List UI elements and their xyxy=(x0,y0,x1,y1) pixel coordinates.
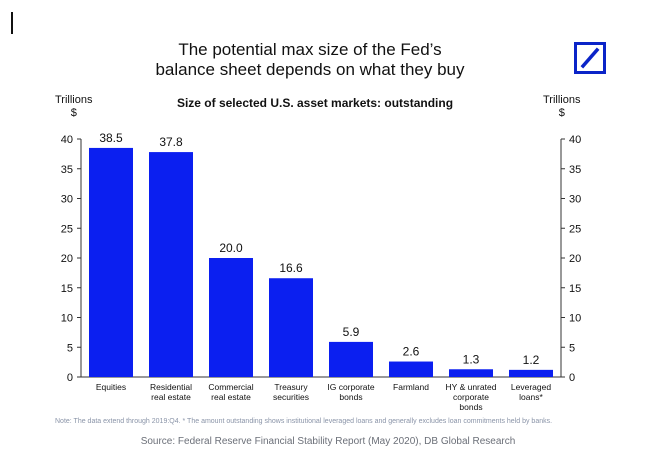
left-y-tick-label: 20 xyxy=(61,253,73,265)
left-axis-unit-line-1: Trillions xyxy=(55,94,93,106)
right-y-tick-label: 20 xyxy=(569,253,581,265)
category-label: securities xyxy=(273,392,309,402)
category-label: Leveraged xyxy=(511,382,551,392)
right-y-tick-label: 5 xyxy=(569,342,575,354)
bar-value-label: 5.9 xyxy=(343,325,360,339)
left-y-tick-label: 10 xyxy=(61,313,73,325)
main-title: The potential max size of the Fed’s bala… xyxy=(95,40,525,80)
right-y-tick-label: 40 xyxy=(569,134,581,146)
category-label: corporate xyxy=(453,392,489,402)
right-axis-unit: Trillions $ xyxy=(543,94,581,120)
left-y-tick-label: 40 xyxy=(61,134,73,146)
bar-value-label: 38.5 xyxy=(99,131,123,145)
category-label: real estate xyxy=(211,392,251,402)
category-label: loans* xyxy=(519,392,543,402)
bar-value-label: 16.6 xyxy=(279,261,303,275)
category-label: IG corporate xyxy=(327,382,375,392)
bar xyxy=(209,258,253,377)
bar xyxy=(89,147,133,377)
left-y-tick-label: 35 xyxy=(61,164,73,176)
bar-value-label: 1.3 xyxy=(463,352,480,366)
bar-value-label: 20.0 xyxy=(219,241,243,255)
bar xyxy=(509,369,553,377)
bar xyxy=(269,278,313,377)
category-label: real estate xyxy=(151,392,191,402)
main-title-line-2: balance sheet depends on what they buy xyxy=(155,60,465,79)
category-label: Treasury xyxy=(274,382,308,392)
deutsche-bank-logo-icon xyxy=(574,42,606,74)
bar xyxy=(329,341,373,377)
left-axis-unit: Trillions $ xyxy=(55,94,93,120)
bar-value-label: 1.2 xyxy=(523,353,540,367)
right-y-tick-label: 0 xyxy=(569,372,575,384)
category-label: Commercial xyxy=(208,382,253,392)
right-axis-unit-line-2: $ xyxy=(558,107,565,119)
footnote: Note: The data extend through 2019:Q4. *… xyxy=(55,418,553,425)
bar xyxy=(149,152,193,377)
left-y-tick-label: 0 xyxy=(67,372,73,384)
left-y-tick-label: 25 xyxy=(61,223,73,235)
right-axis-unit-line-1: Trillions xyxy=(543,94,581,106)
category-label: Residential xyxy=(150,382,192,392)
left-y-tick-label: 5 xyxy=(67,342,73,354)
category-label: HY & unrated xyxy=(446,382,497,392)
right-y-tick-label: 25 xyxy=(569,223,581,235)
bar xyxy=(389,361,433,377)
main-title-line-1: The potential max size of the Fed’s xyxy=(178,40,442,59)
bar-value-label: 2.6 xyxy=(403,345,420,359)
left-y-tick-label: 15 xyxy=(61,283,73,295)
bar xyxy=(449,369,493,377)
bar-value-label: 37.8 xyxy=(159,135,183,149)
chart-subtitle: Size of selected U.S. asset markets: out… xyxy=(176,96,454,110)
logo-slash-icon xyxy=(580,47,600,69)
category-label: bonds xyxy=(339,392,362,402)
category-label: Farmland xyxy=(393,382,429,392)
text-cursor-mark xyxy=(11,12,13,34)
source-line: Source: Federal Reserve Financial Stabil… xyxy=(140,436,516,447)
right-y-tick-label: 35 xyxy=(569,164,581,176)
left-y-tick-label: 30 xyxy=(61,194,73,206)
category-label: bonds xyxy=(459,402,482,412)
left-axis-unit-line-2: $ xyxy=(70,107,77,119)
right-y-tick-label: 30 xyxy=(569,194,581,206)
right-y-tick-label: 10 xyxy=(569,313,581,325)
category-label: Equities xyxy=(96,382,126,392)
right-y-tick-label: 15 xyxy=(569,283,581,295)
